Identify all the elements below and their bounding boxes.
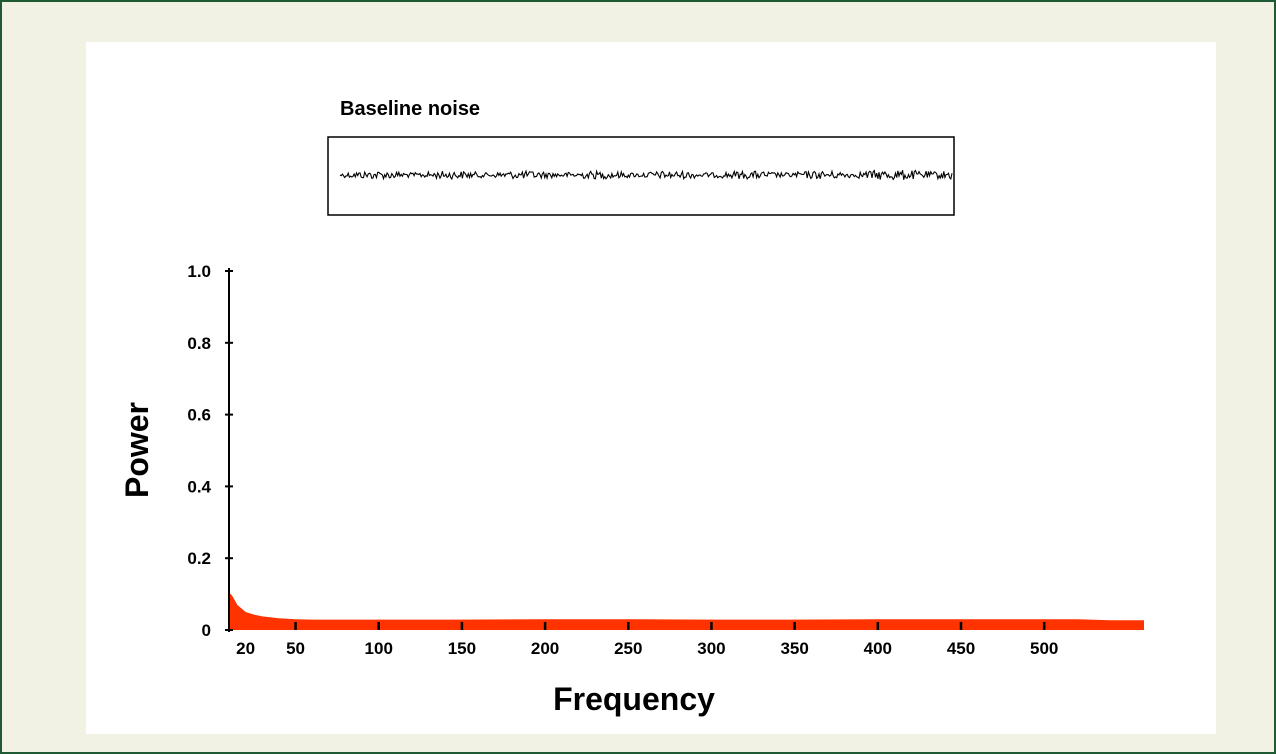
y-tick-label: 0.8 <box>187 334 211 353</box>
chart-svg: Baseline noise 0 0.2 0.4 0.6 0.8 1.0 20 50 100 1… <box>119 98 1144 717</box>
x-tick-label: 250 <box>614 639 642 658</box>
y-tick-label: 0 <box>202 621 211 640</box>
x-tick-label: 20 <box>236 639 255 658</box>
y-tick-label: 0.2 <box>187 549 211 568</box>
noise-trace <box>339 169 953 181</box>
chart-panel: Baseline noise 0 0.2 0.4 0.6 0.8 1.0 20 50 100 1… <box>86 42 1216 734</box>
x-tick-label: 200 <box>531 639 559 658</box>
inset-title: Baseline noise <box>340 98 480 120</box>
power-area <box>229 592 1144 630</box>
y-axis-ticks: 0 0.2 0.4 0.6 0.8 1.0 <box>187 262 233 640</box>
x-tick-label: 150 <box>448 639 476 658</box>
x-axis-ticks: 20 50 100 150 200 250 300 350 400 450 500 <box>236 622 1058 658</box>
x-tick-label: 350 <box>780 639 808 658</box>
y-tick-label: 1.0 <box>187 262 211 281</box>
x-tick-label: 500 <box>1030 639 1058 658</box>
x-tick-label: 450 <box>947 639 975 658</box>
y-tick-label: 0.4 <box>187 477 211 496</box>
y-axis-title: Power <box>119 402 155 498</box>
x-tick-label: 100 <box>365 639 393 658</box>
x-tick-label: 300 <box>697 639 725 658</box>
x-axis-title: Frequency <box>553 681 715 717</box>
x-tick-label: 50 <box>286 639 305 658</box>
x-tick-label: 400 <box>864 639 892 658</box>
y-tick-label: 0.6 <box>187 406 211 425</box>
